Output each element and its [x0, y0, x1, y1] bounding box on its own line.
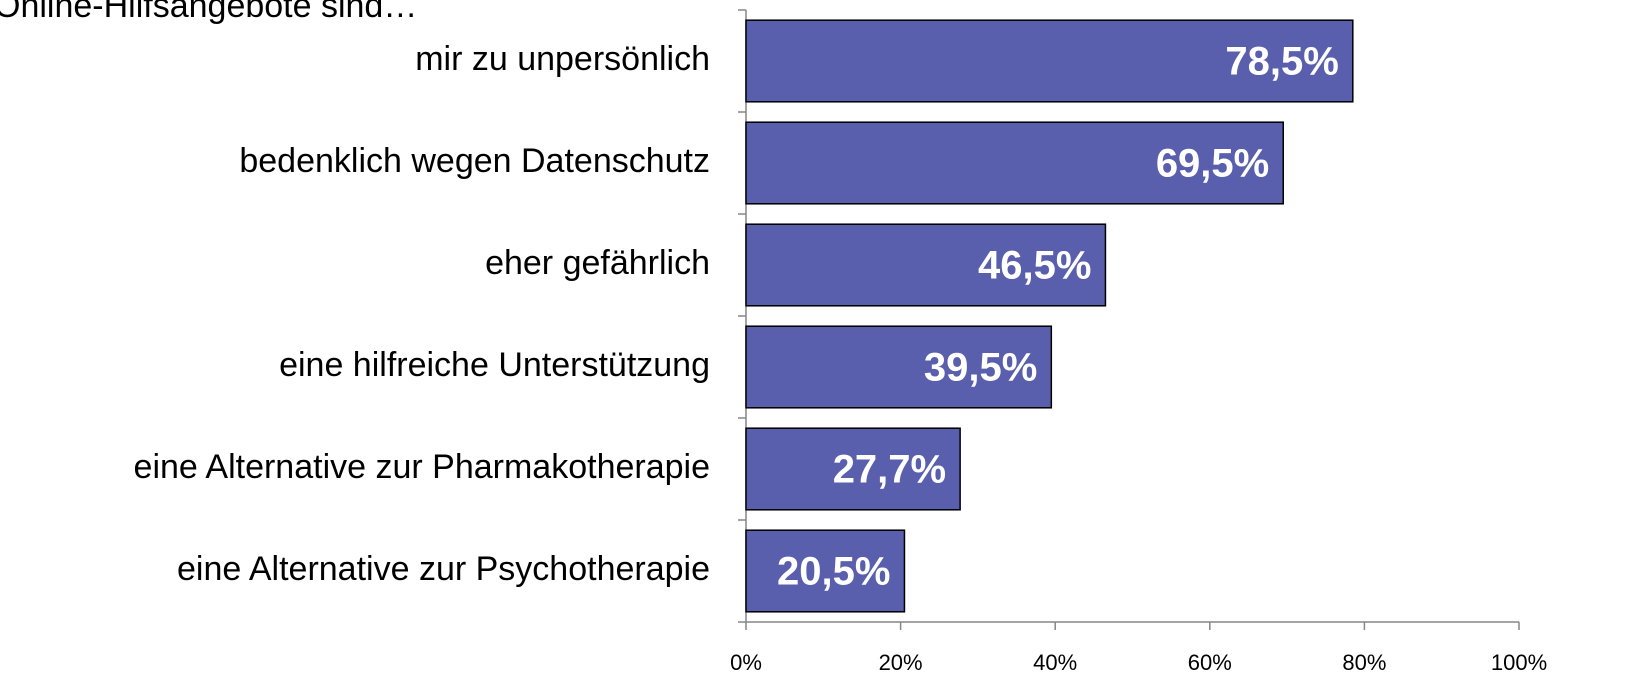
- x-tick-label: 40%: [1033, 650, 1077, 675]
- value-label: 46,5%: [978, 244, 1091, 288]
- bar: [745, 121, 1284, 205]
- category-label: eher gefährlich: [485, 244, 710, 282]
- bar: [745, 325, 1053, 409]
- value-label: 39,5%: [924, 346, 1037, 390]
- x-tick-label: 20%: [879, 650, 923, 675]
- x-tick-label: 100%: [1491, 650, 1547, 675]
- bar: [745, 529, 906, 613]
- category-label: eine Alternative zur Psychotherapie: [177, 550, 710, 588]
- bar: [745, 427, 961, 511]
- category-label: mir zu unpersönlich: [415, 40, 710, 78]
- bar: [745, 223, 1107, 307]
- chart-title: Online-Hilfsangebote sind…: [0, 0, 417, 25]
- value-label: 27,7%: [833, 448, 946, 492]
- category-label: eine hilfreiche Unterstützung: [279, 346, 710, 384]
- x-tick-label: 80%: [1342, 650, 1386, 675]
- value-label: 69,5%: [1156, 142, 1269, 186]
- category-label: bedenklich wegen Datenschutz: [239, 142, 710, 180]
- x-tick-label: 60%: [1188, 650, 1232, 675]
- value-label: 78,5%: [1225, 40, 1338, 84]
- bar: [745, 19, 1354, 103]
- category-label: eine Alternative zur Pharmakotherapie: [134, 448, 710, 486]
- value-label: 20,5%: [777, 550, 890, 594]
- x-tick-label: 0%: [730, 650, 762, 675]
